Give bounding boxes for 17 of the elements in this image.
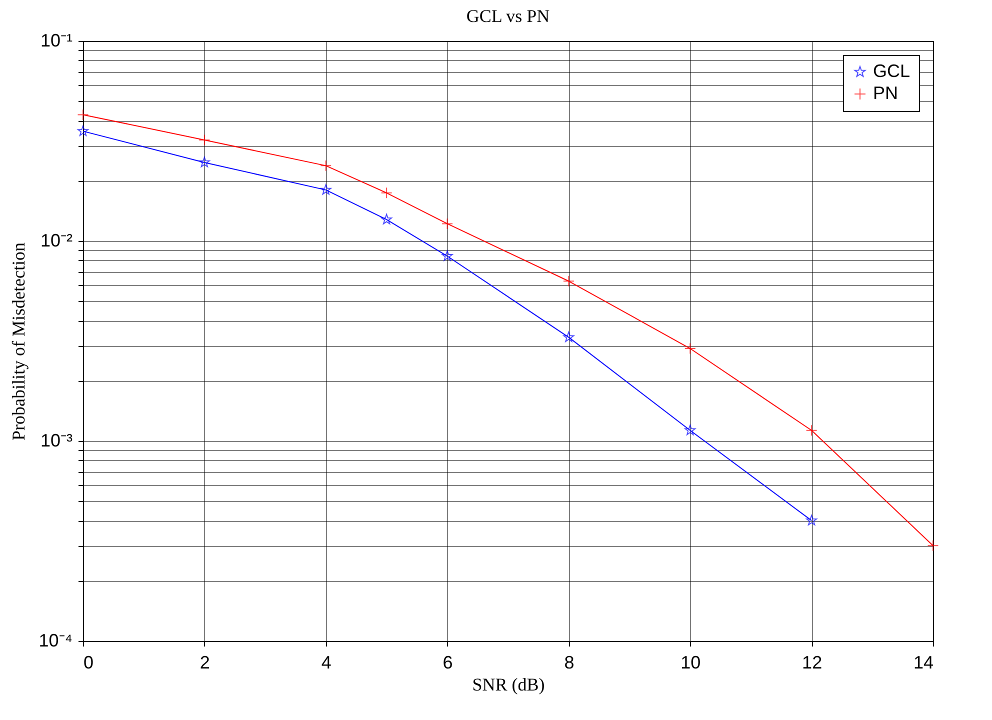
legend-label: GCL	[873, 61, 910, 81]
x-tick-label: 4	[321, 652, 332, 672]
x-tick-label: 10	[680, 652, 701, 672]
x-tick-label: 12	[802, 652, 822, 672]
y-tick-label: 10⁻¹	[40, 30, 73, 50]
x-tick-label: 6	[442, 652, 453, 672]
x-tick-label: 14	[913, 652, 934, 672]
x-axis-title: SNR (dB)	[472, 674, 545, 694]
x-tick-label: 0	[84, 652, 94, 672]
y-tick-label: 10⁻³	[40, 430, 73, 450]
y-tick-label: 10⁻⁴	[38, 630, 72, 650]
y-tick-label: 10⁻²	[40, 230, 73, 250]
chart-title: GCL vs PN	[466, 6, 550, 26]
x-tick-label: 2	[200, 652, 210, 672]
x-tick-label: 8	[564, 652, 574, 672]
y-axis-title: Probability of Misdetection	[8, 242, 29, 440]
legend-label: PN	[873, 83, 898, 103]
